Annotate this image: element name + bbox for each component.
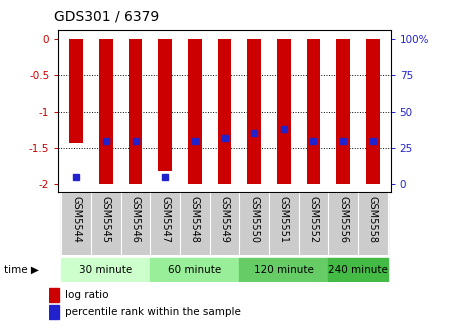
Text: time ▶: time ▶ xyxy=(4,265,40,275)
Bar xyxy=(358,193,387,255)
Bar xyxy=(239,193,269,255)
Text: GSM5552: GSM5552 xyxy=(308,196,318,243)
Bar xyxy=(247,39,261,184)
Bar xyxy=(210,193,239,255)
Bar xyxy=(328,193,358,255)
Bar xyxy=(158,39,172,171)
Text: 120 minute: 120 minute xyxy=(254,265,314,275)
Text: percentile rank within the sample: percentile rank within the sample xyxy=(65,307,241,317)
Text: GSM5556: GSM5556 xyxy=(338,196,348,243)
Bar xyxy=(299,193,328,255)
Bar xyxy=(328,258,387,281)
Text: 60 minute: 60 minute xyxy=(168,265,221,275)
Text: GSM5544: GSM5544 xyxy=(71,196,81,243)
Text: 30 minute: 30 minute xyxy=(79,265,132,275)
Text: GDS301 / 6379: GDS301 / 6379 xyxy=(54,9,159,24)
Bar xyxy=(188,39,202,184)
Bar xyxy=(150,193,180,255)
Text: GSM5545: GSM5545 xyxy=(101,196,111,243)
Text: GSM5550: GSM5550 xyxy=(249,196,259,243)
Bar xyxy=(91,193,121,255)
Text: GSM5549: GSM5549 xyxy=(220,196,229,243)
Bar xyxy=(307,39,320,184)
Text: GSM5547: GSM5547 xyxy=(160,196,170,243)
Bar xyxy=(336,39,350,184)
Text: GSM5548: GSM5548 xyxy=(190,196,200,243)
Bar xyxy=(180,193,210,255)
Bar xyxy=(62,258,150,281)
Bar xyxy=(277,39,291,184)
Bar xyxy=(121,193,150,255)
Text: GSM5558: GSM5558 xyxy=(368,196,378,243)
Bar xyxy=(62,193,91,255)
Bar xyxy=(49,305,59,319)
Text: log ratio: log ratio xyxy=(65,290,108,300)
Text: GSM5546: GSM5546 xyxy=(131,196,141,243)
Bar xyxy=(218,39,231,184)
Bar xyxy=(49,288,59,302)
Bar xyxy=(366,39,379,184)
Text: GSM5551: GSM5551 xyxy=(279,196,289,243)
Bar xyxy=(239,258,328,281)
Text: 240 minute: 240 minute xyxy=(328,265,388,275)
Bar xyxy=(99,39,113,184)
Bar xyxy=(269,193,299,255)
Bar xyxy=(129,39,142,184)
Bar xyxy=(70,39,83,143)
Bar xyxy=(150,258,239,281)
